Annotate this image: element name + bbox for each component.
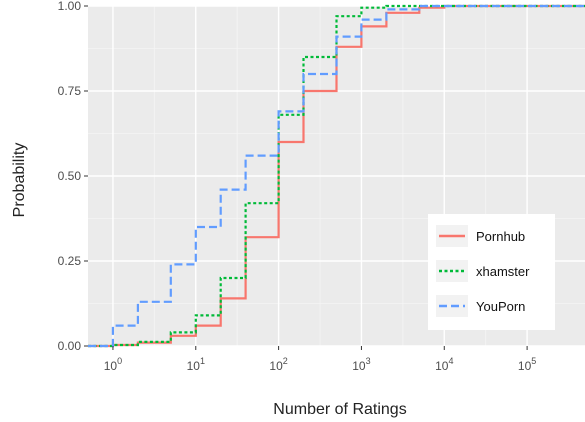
y-tick-label: 0.75 bbox=[58, 84, 82, 98]
series-layer bbox=[88, 4, 585, 348]
y-tick-label: 0.50 bbox=[58, 169, 82, 183]
y-tick-label: 1.00 bbox=[58, 0, 82, 13]
y-tick-label: 0.25 bbox=[58, 254, 82, 268]
y-axis-title: Probability bbox=[11, 143, 28, 218]
y-axis: 0.00 0.25 0.50 0.75 1.00 bbox=[58, 0, 88, 353]
legend-label-xhamster: xhamster bbox=[476, 264, 530, 279]
legend-label-youporn: YouPorn bbox=[476, 299, 525, 314]
x-axis-title: Number of Ratings bbox=[273, 401, 406, 418]
series-line-pornhub bbox=[88, 4, 585, 348]
series-line-xhamster bbox=[88, 4, 585, 348]
grid-major bbox=[88, 5, 585, 347]
legend-label-pornhub: Pornhub bbox=[476, 229, 525, 244]
series-line-youporn bbox=[88, 4, 585, 348]
legend: Pornhub xhamster YouPorn bbox=[428, 214, 555, 330]
y-tick-label: 0.00 bbox=[58, 339, 82, 353]
